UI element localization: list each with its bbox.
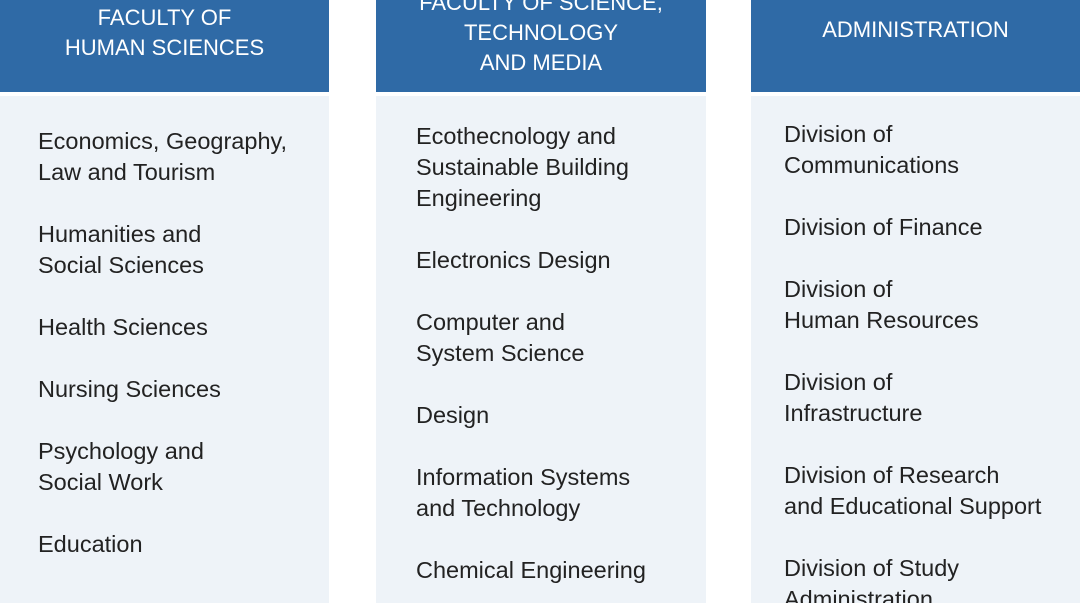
column-body: Ecothecnology and Sustainable Building Eng… [376,96,706,603]
unit-line: Humanities and [38,221,202,247]
unit-line: Social Work [38,469,163,495]
unit-item: Division of Infrastructure [784,367,1080,429]
unit-line: Division of Study [784,555,960,581]
unit-line: System Science [416,340,585,366]
header-text: FACULTY OF SCIENCE, TECHNOLOGY AND MEDIA [376,0,706,78]
unit-line: Division of [784,121,893,147]
unit-item: Division of Finance [784,212,1080,243]
column-body: Division of Communications Division of Fin… [751,96,1080,603]
unit-line: Computer and [416,309,565,335]
unit-line: Communications [784,152,960,178]
unit-item: Division of Communications [784,119,1080,181]
column: FACULTY OF HUMAN SCIENCES Economics, Geogr… [0,0,329,603]
unit-item: Division of Research and Educational Supp… [784,460,1080,522]
unit-item: Chemical Engineering [416,555,706,586]
unit-line: Engineering [416,185,542,211]
unit-line: Information Systems [416,464,631,490]
unit-item: Computer and System Science [416,307,706,369]
column-body: Economics, Geography, Law and Tourism Huma… [0,96,329,603]
unit-item: Economics, Geography, Law and Tourism [38,126,329,188]
unit-line: Education [38,531,143,557]
column-header: FACULTY OF SCIENCE, TECHNOLOGY AND MEDIA [376,0,706,92]
unit-line: and Educational Support [784,493,1042,519]
unit-item: Electronics Design [416,245,706,276]
column-header: FACULTY OF HUMAN SCIENCES [0,0,329,92]
unit-line: Design [416,402,490,428]
unit-line: Sustainable Building [416,154,629,180]
unit-item: Education [38,529,329,560]
unit-line: Human Resources [784,307,979,333]
unit-line: Nursing Sciences [38,376,221,402]
unit-item: Health Sciences [38,312,329,343]
unit-item: Nursing Sciences [38,374,329,405]
unit-line: Psychology and [38,438,204,464]
unit-line: Law and Tourism [38,159,216,185]
header-line: HUMAN SCIENCES [64,35,265,60]
unit-line: Division of [784,276,893,302]
column: FACULTY OF SCIENCE, TECHNOLOGY AND MEDIA Ec… [376,0,706,603]
unit-line: Health Sciences [38,314,208,340]
unit-item: Information Systems and Technology [416,462,706,524]
unit-line: Ecothecnology and [416,123,616,149]
unit-line: Division of [784,369,893,395]
header-text: FACULTY OF HUMAN SCIENCES [0,0,329,63]
unit-line: Economics, Geography, [38,128,288,154]
header-line: AND MEDIA [479,50,603,75]
unit-line: Electronics Design [416,247,611,273]
header-line: TECHNOLOGY [463,20,619,45]
unit-line: and Technology [416,495,581,521]
header-line: ADMINISTRATION [822,17,1009,42]
unit-item: Division of Study Administration [784,553,1080,603]
unit-line: Administration [784,586,933,603]
unit-line: Social Sciences [38,252,204,278]
unit-item: Division of Human Resources [784,274,1080,336]
unit-item: Humanities and Social Sciences [38,219,329,281]
header-line: FACULTY OF SCIENCE, [419,0,663,15]
unit-line: Division of Research [784,462,1000,488]
header-text: ADMINISTRATION [751,0,1080,45]
header-line: FACULTY OF [97,5,232,30]
unit-line: Infrastructure [784,400,923,426]
column: ADMINISTRATION Division of Communications D… [751,0,1080,603]
unit-item: Psychology and Social Work [38,436,329,498]
unit-line: Division of Finance [784,214,983,240]
unit-item: Design [416,400,706,431]
unit-item: Ecothecnology and Sustainable Building Eng… [416,121,706,214]
unit-line: Chemical Engineering [416,557,646,583]
column-header: ADMINISTRATION [751,0,1080,92]
